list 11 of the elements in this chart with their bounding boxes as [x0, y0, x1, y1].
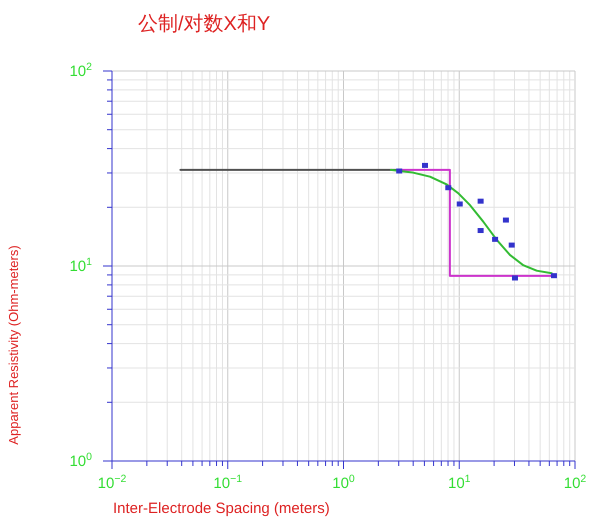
y-tick-label: 10$^{2}$ — [69, 61, 92, 80]
x-tick-label: 10$^{1}$ — [448, 473, 471, 492]
x-tick-label: 10$^{−1}$ — [213, 473, 242, 492]
chart-title: 公制/对数X和Y — [138, 13, 270, 35]
x-tick-label: 10$^{2}$ — [564, 473, 586, 492]
y-tick-label: 10$^{1}$ — [69, 256, 92, 275]
x-axis-title: Inter-Electrode Spacing (meters) — [113, 500, 330, 517]
x-tick-label: 10$^{−2}$ — [98, 473, 126, 492]
y-tick-label: 10$^{0}$ — [69, 451, 92, 470]
x-tick-label: 10$^{0}$ — [332, 473, 355, 492]
y-axis-title: Apparent Resistivity (Ohm-meters) — [6, 245, 21, 445]
